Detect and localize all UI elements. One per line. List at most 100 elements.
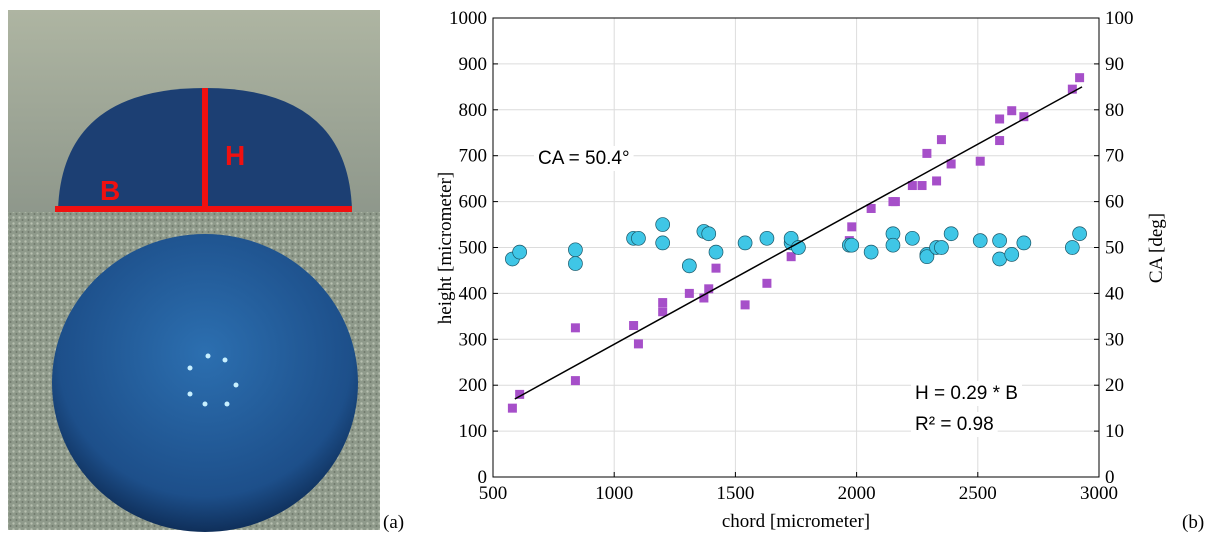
x-tick-label: 1500 [716, 483, 754, 504]
annotation: H = 0.29 * B [915, 383, 1018, 404]
square-marker [633, 339, 643, 349]
y-tick-label: 400 [459, 283, 488, 304]
y2-tick-label: 100 [1105, 8, 1134, 29]
x-axis-label: chord [micrometer] [722, 511, 870, 532]
square-marker [936, 135, 946, 145]
square-marker [975, 156, 985, 166]
circle-marker [655, 235, 671, 251]
circle-marker [655, 217, 671, 232]
circle-marker [1064, 240, 1080, 255]
square-marker [507, 403, 517, 413]
square-marker [740, 300, 750, 310]
square-marker [786, 252, 796, 262]
y2-tick-label: 30 [1105, 329, 1124, 350]
circle-marker [844, 237, 860, 253]
reflection-dots [187, 353, 239, 407]
y-tick-label: 600 [459, 192, 488, 213]
y-tick-label: 1000 [449, 8, 487, 29]
square-marker [946, 159, 956, 169]
y2-tick-label: 70 [1105, 146, 1124, 167]
circle-marker [631, 230, 646, 246]
circle-marker [1072, 226, 1087, 242]
circle-marker [512, 244, 528, 260]
y-tick-label: 900 [459, 54, 488, 75]
height-label: H [225, 140, 245, 171]
y2-tick-label: 90 [1105, 54, 1124, 75]
square-marker [1067, 84, 1077, 94]
square-marker [570, 323, 580, 333]
plot-frame [492, 17, 1100, 478]
square-marker [1075, 73, 1085, 83]
panel-label: (b) [1182, 512, 1204, 533]
square-marker [762, 278, 772, 288]
y-tick-label: 800 [459, 100, 488, 121]
square-marker [890, 197, 900, 207]
square-marker [704, 284, 714, 294]
circle-marker [759, 230, 775, 246]
y-axis-label: height [micrometer] [435, 172, 456, 324]
circle-marker [568, 256, 583, 271]
photo: B H [8, 10, 380, 532]
y2-tick-label: 50 [1105, 238, 1124, 259]
y2-axis-label: CA [deg] [1146, 213, 1167, 283]
circle-marker [863, 244, 879, 260]
circle-marker [943, 226, 959, 242]
square-marker [847, 222, 857, 232]
circle-marker [919, 249, 935, 265]
y2-tick-label: 20 [1105, 375, 1124, 396]
droplet-top [52, 234, 358, 532]
y2-tick-label: 40 [1105, 283, 1124, 304]
square-marker [995, 136, 1005, 146]
circle-marker [701, 226, 717, 242]
annotation-background [911, 412, 998, 437]
square-marker [699, 293, 709, 303]
square-marker [515, 389, 525, 399]
panel-label: (a) [383, 512, 404, 533]
x-tick-label: 2000 [838, 483, 876, 504]
circle-marker [708, 244, 724, 260]
square-marker [684, 288, 694, 298]
square-marker [1019, 112, 1029, 122]
circle-marker [992, 233, 1007, 248]
square-marker [995, 114, 1005, 124]
annotation-background [911, 381, 1022, 406]
y2-tick-label: 0 [1105, 467, 1115, 488]
circle-marker [1016, 235, 1032, 251]
annotation: R² = 0.98 [915, 414, 994, 435]
width-label: B [100, 175, 120, 206]
square-marker [658, 298, 668, 308]
square-marker [629, 321, 639, 331]
annotation-background [534, 146, 634, 171]
annotation: CA = 50.4° [538, 148, 630, 169]
x-tick-label: 3000 [1080, 483, 1118, 504]
y-tick-label: 200 [459, 375, 488, 396]
y-tick-label: 500 [459, 238, 488, 259]
circle-marker [1004, 247, 1020, 262]
y2-tick-label: 60 [1105, 192, 1124, 213]
y2-tick-label: 80 [1105, 100, 1124, 121]
square-marker [711, 263, 721, 273]
circle-marker [934, 240, 949, 255]
y-tick-label: 700 [459, 146, 488, 167]
x-tick-label: 1000 [595, 483, 633, 504]
square-marker [922, 148, 932, 158]
circle-marker [681, 258, 697, 274]
square-marker [866, 203, 876, 213]
square-marker [1007, 106, 1017, 116]
circle-marker [885, 237, 901, 253]
circle-marker [568, 242, 583, 258]
x-tick-label: 2500 [959, 483, 997, 504]
square-marker [658, 307, 668, 317]
circle-marker [972, 233, 988, 248]
circle-marker [905, 230, 920, 246]
circle-marker [737, 235, 753, 251]
square-marker [907, 181, 917, 191]
square-marker [917, 181, 927, 191]
y-tick-label: 300 [459, 329, 488, 350]
x-tick-label: 500 [479, 483, 508, 504]
square-marker [932, 176, 942, 186]
square-marker [570, 376, 580, 386]
fit-line [514, 86, 1083, 400]
